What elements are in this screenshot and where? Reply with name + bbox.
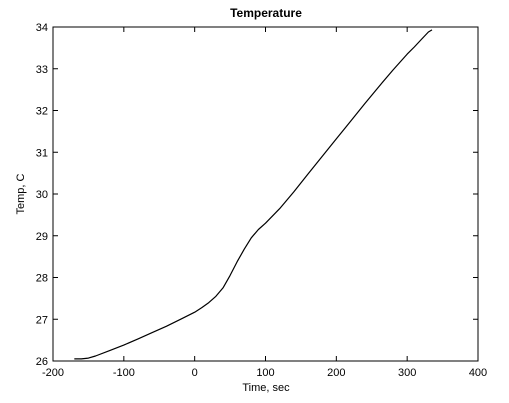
y-tick-label: 29 — [36, 231, 48, 243]
y-tick-label: 30 — [36, 189, 48, 201]
y-tick-label: 26 — [36, 356, 48, 368]
y-tick-label: 31 — [36, 147, 48, 159]
y-tick-label: 32 — [36, 106, 48, 118]
y-tick-label: 34 — [36, 22, 48, 34]
y-tick-label: 28 — [36, 273, 48, 285]
x-tick-label: 400 — [469, 367, 487, 379]
plot-frame — [52, 26, 479, 362]
y-axis-label: Temp, C — [15, 173, 27, 214]
axis-tick-labels: -200 -100 0 100 200 300 400 26 27 28 29 30 31 32 33 34 — [36, 22, 487, 379]
y-tick-label: 27 — [36, 314, 48, 326]
series-layer — [74, 29, 433, 360]
x-tick-label: 200 — [327, 367, 345, 379]
x-tick-label: 300 — [398, 367, 416, 379]
x-tick-label: -100 — [113, 367, 135, 379]
series-line-temperature — [74, 29, 433, 360]
x-axis-label: Time, sec — [242, 382, 290, 394]
chart-title: Temperature — [230, 6, 302, 20]
x-tick-label: -200 — [42, 367, 64, 379]
x-tick-label: 0 — [192, 367, 198, 379]
axis-ticks — [52, 26, 479, 362]
plot-area — [52, 26, 479, 362]
x-tick-label: 100 — [256, 367, 274, 379]
y-tick-label: 33 — [36, 64, 48, 76]
